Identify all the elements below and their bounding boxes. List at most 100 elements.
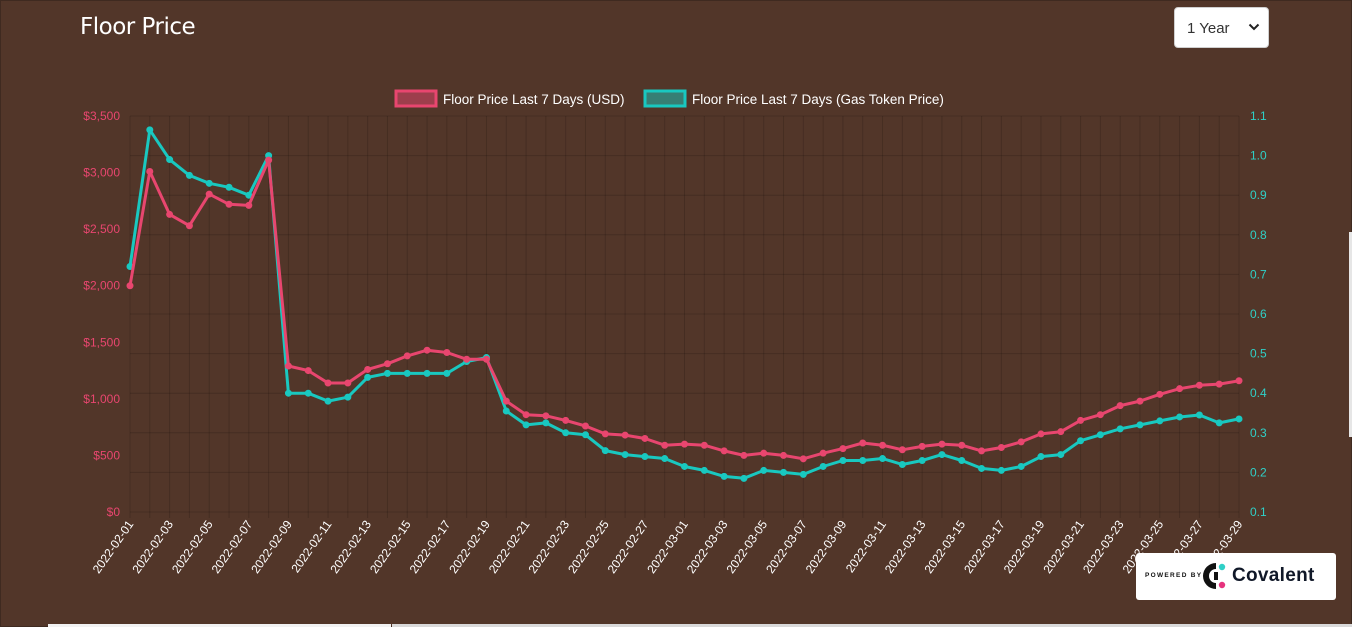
- data-point-usd: [1136, 397, 1144, 405]
- legend-swatch-gas[interactable]: [643, 89, 687, 108]
- y-left-tick-label: $3,500: [83, 109, 120, 123]
- data-point-gas: [166, 156, 174, 164]
- data-point-gas: [185, 171, 193, 179]
- legend-label-gas[interactable]: Floor Price Last 7 Days (Gas Token Price…: [692, 92, 944, 107]
- data-point-usd: [562, 416, 570, 424]
- side-scrollbar: [1349, 232, 1352, 437]
- y-right-tick-label: 0.6: [1250, 307, 1267, 321]
- data-point-gas: [997, 466, 1005, 474]
- y-right-tick-label: 0.3: [1250, 426, 1267, 440]
- data-point-usd: [1195, 381, 1203, 389]
- chart-grid: [129, 115, 1240, 518]
- powered-by-label: POWERED BY: [1145, 572, 1203, 579]
- data-point-gas: [1176, 413, 1184, 421]
- data-point-usd: [1077, 416, 1085, 424]
- data-point-usd: [146, 167, 154, 175]
- data-point-gas: [760, 466, 768, 474]
- data-point-gas: [1017, 462, 1025, 470]
- data-point-gas: [681, 462, 688, 470]
- data-point-gas: [879, 455, 887, 463]
- y-right-tick-label: 0.2: [1250, 465, 1267, 479]
- y-right-tick-label: 0.9: [1250, 188, 1267, 202]
- data-point-usd: [324, 379, 332, 387]
- data-point-gas: [1195, 411, 1203, 419]
- data-point-usd: [859, 439, 867, 447]
- data-point-usd: [1096, 411, 1104, 419]
- data-point-gas: [562, 429, 570, 437]
- data-point-usd: [364, 365, 372, 373]
- data-point-usd: [581, 422, 589, 430]
- data-point-usd: [898, 446, 906, 454]
- y-right-tick-label: 1.0: [1250, 149, 1267, 163]
- y-right-tick-label: 1.1: [1250, 109, 1267, 123]
- data-point-gas: [958, 457, 966, 465]
- data-point-gas: [344, 393, 352, 401]
- data-point-usd: [1176, 385, 1184, 393]
- data-point-usd: [1235, 377, 1243, 385]
- data-point-usd: [839, 445, 847, 453]
- data-point-gas: [661, 455, 669, 463]
- data-point-usd: [978, 447, 986, 455]
- data-point-gas: [1096, 431, 1104, 439]
- data-point-usd: [245, 201, 253, 209]
- data-point-usd: [205, 190, 213, 198]
- data-point-gas: [1116, 425, 1124, 433]
- data-point-usd: [661, 441, 669, 449]
- data-point-usd: [997, 444, 1005, 452]
- y-left-tick-label: $2,500: [83, 222, 120, 236]
- y-left-tick-label: $0: [107, 505, 121, 519]
- data-point-gas: [1156, 417, 1164, 425]
- y-right-tick-label: 0.8: [1250, 228, 1267, 242]
- data-point-gas: [978, 464, 986, 472]
- data-point-usd: [1037, 430, 1045, 438]
- scrollbar-track-right: [392, 624, 1352, 627]
- data-point-gas: [938, 451, 946, 459]
- data-point-usd: [344, 379, 352, 387]
- y-right-tick-label: 0.1: [1250, 505, 1267, 519]
- covalent-logo-icon: [1203, 563, 1226, 589]
- data-point-gas: [641, 453, 649, 461]
- data-point-gas: [720, 472, 728, 480]
- data-point-gas: [502, 407, 510, 415]
- data-point-gas: [740, 474, 748, 482]
- data-point-gas: [403, 369, 411, 377]
- data-point-gas: [542, 419, 550, 427]
- page-title: Floor Price: [80, 14, 196, 40]
- data-point-usd: [265, 156, 273, 164]
- data-point-gas: [859, 457, 867, 465]
- data-point-usd: [542, 412, 550, 420]
- data-point-gas: [918, 457, 926, 465]
- data-point-usd: [958, 441, 966, 449]
- legend-label-usd[interactable]: Floor Price Last 7 Days (USD): [443, 92, 625, 107]
- data-point-usd: [304, 367, 312, 375]
- y-left-tick-label: $2,000: [83, 279, 120, 293]
- data-point-gas: [1057, 451, 1065, 459]
- chevron-down-icon: [1248, 23, 1260, 31]
- data-point-usd: [601, 430, 609, 438]
- y-left-tick-label: $1,500: [83, 335, 120, 349]
- data-point-gas: [423, 369, 431, 377]
- x-axis: 2022-02-012022-02-032022-02-052022-02-07…: [90, 517, 1246, 576]
- data-point-usd: [1017, 438, 1025, 446]
- data-point-usd: [423, 346, 431, 354]
- data-point-gas: [621, 451, 629, 459]
- data-point-gas: [522, 421, 530, 429]
- data-point-usd: [1156, 390, 1164, 398]
- legend-swatch-usd[interactable]: [394, 89, 438, 108]
- covalent-brand-name: Covalent: [1232, 565, 1315, 586]
- data-point-usd: [700, 441, 708, 449]
- data-point-gas: [1037, 453, 1045, 461]
- time-range-select[interactable]: 1 Year: [1174, 7, 1269, 48]
- data-point-gas: [1215, 419, 1223, 427]
- data-point-gas: [225, 183, 233, 191]
- data-point-usd: [720, 447, 728, 455]
- y-right-tick-label: 0.7: [1250, 267, 1267, 281]
- y-axis-right: 0.1 0.2 0.3 0.4 0.5 0.6 0.7 0.8 0.9 1.0 1.1: [1250, 109, 1267, 519]
- data-point-gas: [284, 389, 292, 397]
- data-point-gas: [1077, 437, 1085, 445]
- data-point-gas: [383, 369, 391, 377]
- powered-by-covalent-badge[interactable]: POWERED BY Covalent: [1136, 553, 1336, 600]
- y-axis-left: $0 $500 $1,000 $1,500 $2,000 $2,500 $3,000 $3,5…: [83, 109, 120, 519]
- data-point-usd: [621, 431, 629, 439]
